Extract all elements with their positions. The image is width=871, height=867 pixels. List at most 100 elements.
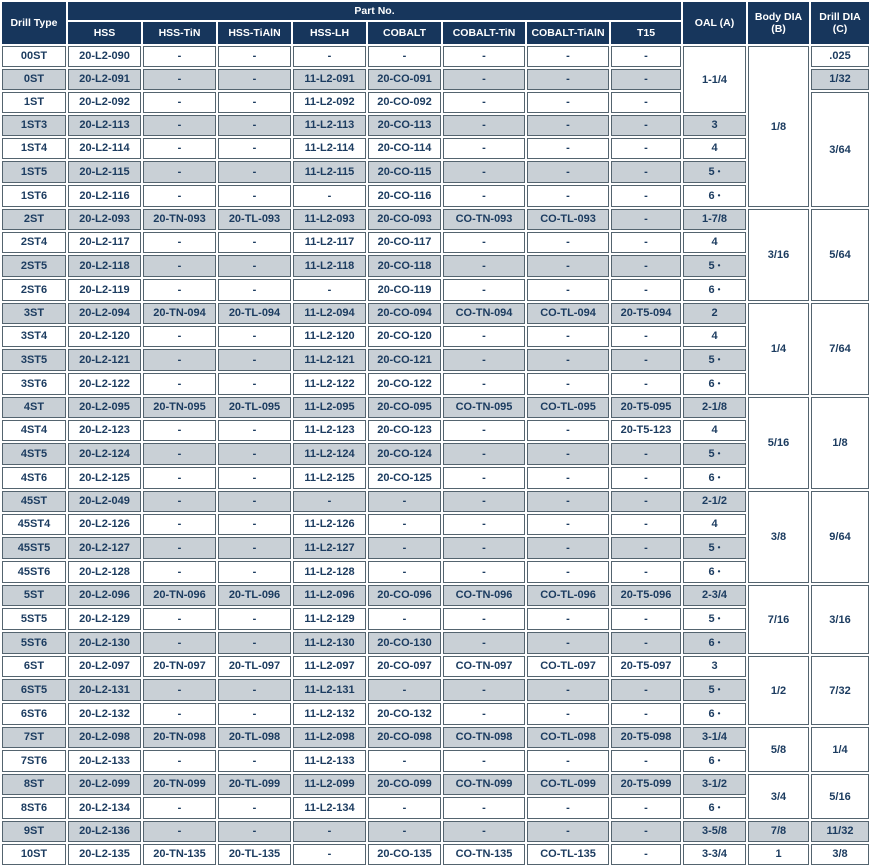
part-cell: - [218, 797, 291, 819]
oal-cell: 6 • [683, 561, 747, 583]
drill-dia-cell: 7/32 [811, 656, 870, 725]
part-cell: - [368, 561, 441, 583]
part-cell: - [218, 467, 291, 489]
part-cell: - [218, 750, 291, 772]
oal-cell: 6 • [683, 750, 747, 772]
part-cell: 20-TN-097 [143, 656, 216, 677]
table-row: 45ST5 20-L2-127- -11-L2-127- - - -5 • [2, 537, 869, 559]
part-cell: - [527, 46, 609, 67]
part-cell: - [218, 703, 291, 725]
part-cell: CO-TL-135 [527, 844, 609, 865]
drill-dia-cell: 5/64 [811, 209, 870, 301]
table-row: 9ST 20-L2-136- - - - - - -3-5/8 7/8 11/32 [2, 821, 870, 842]
part-cell: - [611, 750, 682, 772]
part-cell: 11-L2-113 [293, 115, 366, 136]
col-header-cobalt-tialn: COBALT-TiAlN [527, 22, 609, 44]
part-cell: - [368, 46, 441, 67]
table-row: 6ST 20-L2-097 20-TN-097 20-TL-097 11-L2-097 2… [2, 656, 870, 725]
part-cell: 20-TL-097 [218, 656, 291, 677]
part-cell: - [368, 537, 441, 559]
body-dia-cell: 3/16 [748, 209, 810, 301]
part-cell: - [611, 467, 682, 489]
drill-type-cell: 6ST5 [2, 679, 66, 701]
oal-cell: 1-1/4 [683, 46, 747, 113]
part-cell: 20-CO-123 [368, 420, 441, 441]
part-cell: - [368, 491, 441, 512]
table-row: 5ST 20-L2-096 20-TN-096 20-TL-096 11-L2-096 2… [2, 585, 870, 654]
part-cell: 20-CO-097 [368, 656, 441, 677]
bullet-dot-icon: • [717, 379, 721, 388]
part-cell: 20-TN-093 [143, 209, 216, 230]
drill-type-cell: 1ST5 [2, 161, 66, 183]
part-cell: 20-CO-114 [368, 138, 441, 159]
part-cell: - [143, 255, 216, 277]
bullet-dot-icon: • [717, 449, 721, 458]
part-cell: - [143, 185, 216, 207]
table-row: 1ST4 20-L2-114- -11-L2-114 20-CO-114- - -4 [2, 138, 869, 159]
oal-cell: 4 [683, 232, 747, 253]
body-dia-cell: 1/4 [748, 303, 810, 395]
part-cell: - [527, 797, 609, 819]
drill-type-cell: 4ST5 [2, 443, 66, 465]
part-cell: 20-L2-129 [68, 608, 141, 630]
part-cell: - [611, 185, 682, 207]
drill-type-cell: 6ST [2, 656, 66, 677]
part-cell: 20-TN-096 [143, 585, 216, 606]
part-cell: 20-TN-098 [143, 727, 216, 748]
part-cell: - [143, 279, 216, 301]
col-header-cobalt: COBALT [368, 22, 441, 44]
part-cell: - [527, 491, 609, 512]
oal-cell: 3 [683, 115, 747, 136]
bullet-dot-icon: • [717, 685, 721, 694]
table-row: 6ST6 20-L2-132- -11-L2-132 20-CO-132- - -6 • [2, 703, 869, 725]
table-row: 45ST6 20-L2-128- -11-L2-128- - - -6 • [2, 561, 869, 583]
part-cell: - [611, 232, 682, 253]
part-cell: 20-CO-135 [368, 844, 441, 865]
table-row: 2ST5 20-L2-118- -11-L2-118 20-CO-118- - -5 • [2, 255, 869, 277]
part-cell: - [143, 69, 216, 90]
part-cell: 20-L2-116 [68, 185, 141, 207]
part-cell: - [368, 821, 441, 842]
body-dia-cell: 7/16 [748, 585, 810, 654]
part-cell: - [443, 632, 525, 654]
drill-type-cell: 00ST [2, 46, 66, 67]
oal-cell: 5 • [683, 255, 747, 277]
part-cell: 11-L2-118 [293, 255, 366, 277]
part-cell: - [218, 491, 291, 512]
part-cell: - [443, 443, 525, 465]
part-cell: CO-TL-095 [527, 397, 609, 418]
part-cell: - [443, 185, 525, 207]
drill-dia-cell: 3/64 [811, 92, 870, 207]
part-cell: 11-L2-096 [293, 585, 366, 606]
part-cell: - [143, 326, 216, 347]
part-cell: - [611, 209, 682, 230]
part-cell: 20-CO-119 [368, 279, 441, 301]
part-cell: - [143, 561, 216, 583]
part-cell: - [143, 443, 216, 465]
table-row: 4ST4 20-L2-123- -11-L2-123 20-CO-123- -20-T5… [2, 420, 869, 441]
part-cell: - [443, 349, 525, 371]
oal-cell: 4 [683, 138, 747, 159]
part-cell: - [143, 821, 216, 842]
part-cell: - [143, 703, 216, 725]
table-row: 6ST5 20-L2-131- -11-L2-131- - - -5 • [2, 679, 869, 701]
part-cell: - [443, 326, 525, 347]
part-cell: 20-L2-127 [68, 537, 141, 559]
drill-type-cell: 3ST4 [2, 326, 66, 347]
oal-cell: 6 • [683, 797, 747, 819]
part-cell: - [143, 750, 216, 772]
part-cell: - [218, 420, 291, 441]
part-cell: 11-L2-093 [293, 209, 366, 230]
part-cell: CO-TN-099 [443, 774, 525, 795]
part-cell: 20-CO-113 [368, 115, 441, 136]
table-row: 7ST6 20-L2-133- -11-L2-133- - - -6 • [2, 750, 869, 772]
drill-dia-cell: 1/8 [811, 397, 870, 489]
part-cell: - [611, 703, 682, 725]
oal-cell: 4 [683, 514, 747, 535]
part-cell: - [527, 821, 609, 842]
drill-dia-cell: 9/64 [811, 491, 870, 583]
bullet-dot-icon: • [717, 285, 721, 294]
part-cell: - [527, 443, 609, 465]
part-cell: 20-TN-095 [143, 397, 216, 418]
drill-dia-cell: 3/16 [811, 585, 870, 654]
